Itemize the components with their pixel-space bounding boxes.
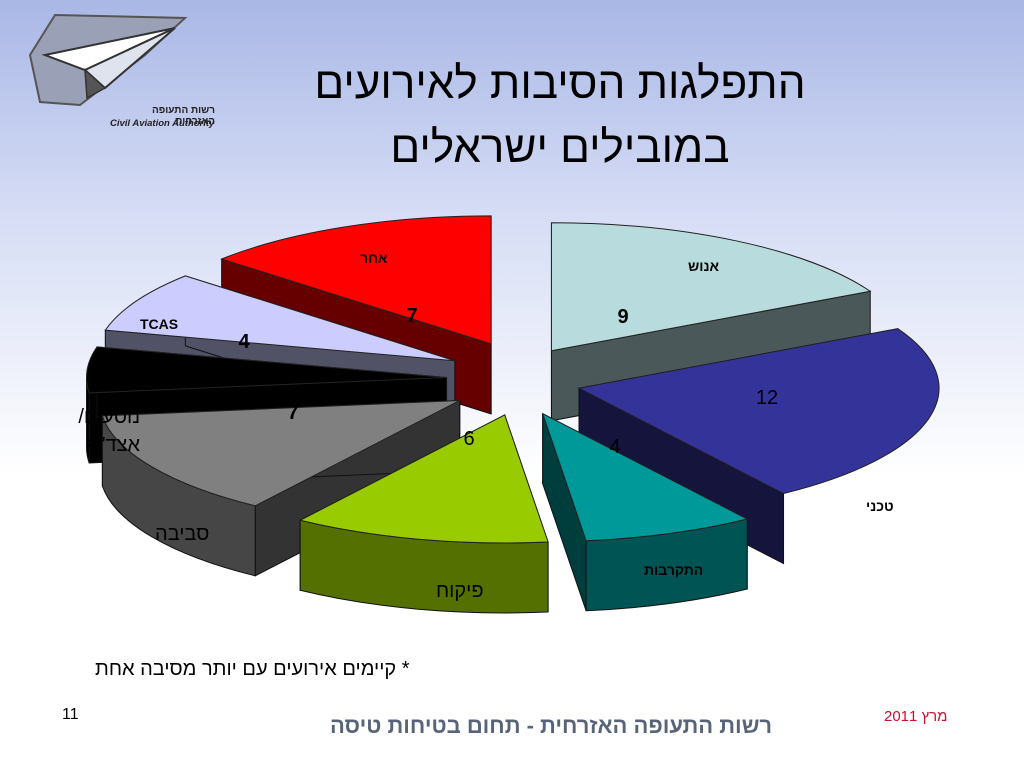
slice-approach	[541, 412, 749, 612]
logo-hebrew-text: רשות התעופה האזרחית	[152, 105, 215, 127]
slice-passengers-top	[86, 346, 447, 394]
label-environment: סביבה	[155, 523, 210, 545]
title-line-2: במובילים ישראלים	[390, 123, 730, 172]
slice-environment-top	[101, 399, 460, 507]
title-line-1: התפלגות הסיבות לאירועים	[314, 59, 806, 108]
footnote: * קיימים אירועים עם יותר מסיבה אחת	[95, 658, 410, 680]
label-approach: התקרבות	[644, 562, 704, 578]
value-other: 7	[406, 305, 418, 327]
slice-human-top	[550, 222, 872, 352]
label-tcas: TCAS	[140, 316, 179, 332]
value-technical: 12	[755, 387, 779, 409]
label-human: אנוש	[688, 258, 720, 274]
label-technical: טכני	[866, 498, 894, 514]
value-passengers: 3	[206, 363, 218, 385]
authority-logo: רשות התעופה האזרחית Civil Aviation Autho…	[25, 10, 215, 129]
value-approach: 4	[609, 436, 621, 458]
slice-technical-top	[577, 328, 940, 495]
label-other: אחר	[360, 250, 388, 266]
paper-plane-icon	[28, 13, 188, 107]
page-title: התפלגות הסיבות לאירועים במובילים ישראלים	[230, 52, 890, 180]
footer-date: מרץ 2011	[884, 708, 948, 725]
slice-control	[298, 414, 549, 614]
slice-control-top	[298, 414, 549, 544]
value-environment: 7	[287, 402, 299, 424]
footer-text: רשות התעופה האזרחית - תחום בטיחות טיסה	[330, 713, 773, 738]
label-control: פיקוח	[436, 580, 484, 602]
slice-tcas-top	[104, 275, 455, 362]
value-tcas: 4	[238, 331, 250, 353]
value-human: 9	[617, 306, 629, 328]
value-control: 6	[463, 428, 475, 450]
label-passengers: נוסעים/ אצד"א	[78, 406, 140, 456]
logo-english-text: Civil Aviation Authority	[110, 118, 215, 129]
page-number: 11	[62, 706, 79, 723]
slice-approach-top	[541, 412, 749, 542]
slice-other-top	[220, 215, 492, 345]
